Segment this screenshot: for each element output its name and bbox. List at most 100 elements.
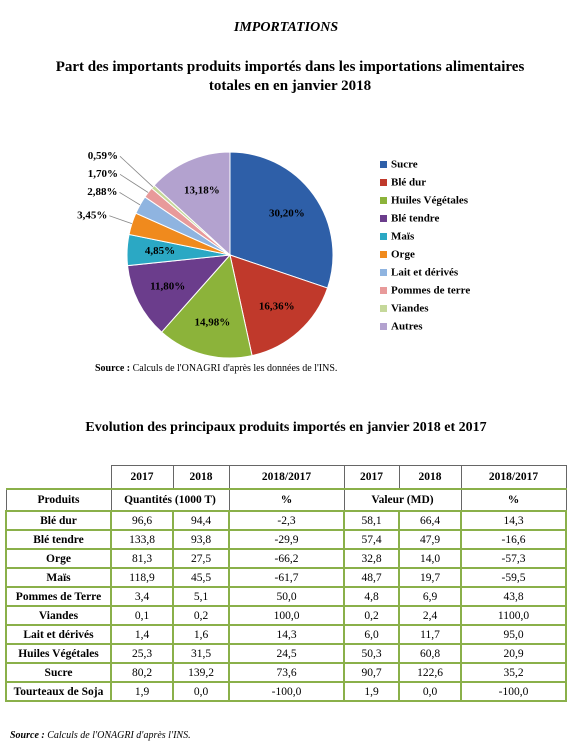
data-table: 2017 2018 2018/2017 2017 2018 2018/2017 Produi…: [5, 465, 567, 702]
table-cell: 32,8: [343, 548, 400, 569]
pie-slice: [160, 253, 253, 359]
leader-line: [109, 215, 133, 225]
table-cell: 0,0: [398, 681, 462, 702]
table-cell: 1100,0: [460, 605, 567, 626]
pie-slice: [229, 254, 329, 357]
table-cell: -100,0: [460, 681, 567, 702]
slice-label: 0,59%: [88, 150, 118, 162]
legend-label: Viandes: [391, 303, 429, 315]
table-cell: 24,5: [228, 643, 345, 664]
slice-label: 4,85%: [145, 245, 175, 257]
table-cell: 1,4: [110, 624, 174, 645]
leader-line: [119, 156, 154, 188]
table-cell: 1,9: [110, 681, 174, 702]
table-cell: 50,0: [228, 586, 345, 607]
header-cell: Valeur (MD): [343, 488, 462, 512]
table-cell: 27,5: [172, 548, 230, 569]
source-label: Source :: [95, 363, 131, 374]
header-row: 2017 2018 2018/2017 2017 2018 2018/2017: [6, 465, 567, 490]
table-cell: 66,4: [398, 510, 462, 531]
table-cell: -61,7: [228, 567, 345, 588]
legend-swatch: [380, 269, 387, 276]
table-cell: -59,5: [460, 567, 567, 588]
legend-swatch: [380, 323, 387, 330]
header-cell: 2018: [398, 465, 462, 490]
table-cell: 60,8: [398, 643, 462, 664]
leader-line: [119, 174, 149, 193]
table-cell: -29,9: [228, 529, 345, 550]
table-cell: 73,6: [228, 662, 345, 683]
table-cell: 14,3: [228, 624, 345, 645]
table-row: Maïs 118,9 45,5 -61,7 48,7 19,7 -59,5: [5, 567, 567, 588]
table-cell: 11,7: [398, 624, 462, 645]
legend-label: Blé tendre: [391, 213, 439, 225]
row-label: Blé dur: [5, 510, 112, 531]
legend-label: Autres: [391, 321, 423, 333]
slice-label: 2,88%: [87, 186, 117, 198]
row-label: Viandes: [5, 605, 112, 626]
header-cell: %: [460, 488, 567, 512]
leader-line: [119, 192, 141, 206]
table-cell: 58,1: [343, 510, 400, 531]
table-cell: -100,0: [228, 681, 345, 702]
slice-label: 1,70%: [88, 168, 118, 180]
table-cell: 31,5: [172, 643, 230, 664]
header-cell: 2018: [172, 465, 230, 490]
table-cell: 35,2: [460, 662, 567, 683]
table-cell: 81,3: [110, 548, 174, 569]
header-row: Produits Quantités (1000 T)% Valeur (MD)%: [5, 488, 567, 512]
page-title: IMPORTATIONS: [233, 20, 339, 35]
source-label: Source :: [10, 730, 45, 741]
header-cell: 2017: [343, 465, 400, 490]
table-cell: 25,3: [110, 643, 174, 664]
table-row: Huiles Végétales 25,3 31,5 24,5 50,3 60,8 20,9: [5, 643, 567, 664]
empty-cell: [6, 466, 111, 490]
table-row: Viandes 0,1 0,2 100,0 0,2 2,4 1100,0: [5, 605, 567, 626]
table-cell: 100,0: [228, 605, 345, 626]
table-cell: 139,2: [172, 662, 230, 683]
table-row: Tourteaux de Soja 1,9 0,0 -100,0 1,9 0,0 -100,…: [5, 681, 567, 702]
legend-swatch: [380, 215, 387, 222]
table-row: Sucre 80,2 139,2 73,6 90,7 122,6 35,2: [5, 662, 567, 683]
table-cell: -57,3: [460, 548, 567, 569]
table-cell: 3,4: [110, 586, 174, 607]
chart-title: Part des importants produits importés da…: [55, 59, 525, 94]
table-row: Lait et dérivés 1,4 1,6 14,3 6,0 11,7 95,0: [5, 624, 567, 645]
header-cell: Quantités (1000 T): [110, 488, 230, 512]
header-cell: 2017: [110, 465, 174, 490]
legend-label: Pommes de terre: [391, 285, 470, 297]
legend-label: Orge: [391, 249, 415, 261]
row-label: Orge: [5, 548, 112, 569]
table-cell: 95,0: [460, 624, 567, 645]
row-label: Huiles Végétales: [5, 643, 112, 664]
row-label: Pommes de Terre: [5, 586, 112, 607]
table-cell: 118,9: [110, 567, 174, 588]
legend-swatch: [380, 233, 387, 240]
pie-slice: [153, 151, 231, 257]
table-cell: 133,8: [110, 529, 174, 550]
header-cell: %: [228, 488, 345, 512]
table-cell: 2,4: [398, 605, 462, 626]
table-cell: 14,0: [398, 548, 462, 569]
legend-label: Sucre: [391, 159, 418, 171]
table-cell: 5,1: [172, 586, 230, 607]
row-label: Maïs: [5, 567, 112, 588]
chart-source: Source : Calculs de l'ONAGRI d'après les…: [95, 363, 337, 374]
table-source: Source : Calculs de l'ONAGRI d'après l'I…: [10, 730, 191, 741]
table-cell: -2,3: [228, 510, 345, 531]
table-cell: 6,0: [343, 624, 400, 645]
slice-label: 16,36%: [259, 301, 295, 313]
table-cell: 122,6: [398, 662, 462, 683]
pie-slice: [229, 151, 334, 289]
slice-label: 11,80%: [150, 281, 185, 293]
table-cell: -16,6: [460, 529, 567, 550]
table-cell: 0,1: [110, 605, 174, 626]
table-cell: 0,2: [172, 605, 230, 626]
table-cell: 19,7: [398, 567, 462, 588]
table-cell: 1,9: [343, 681, 400, 702]
table-cell: 48,7: [343, 567, 400, 588]
legend-swatch: [380, 179, 387, 186]
legend-swatch: [380, 287, 387, 294]
legend-swatch: [380, 161, 387, 168]
